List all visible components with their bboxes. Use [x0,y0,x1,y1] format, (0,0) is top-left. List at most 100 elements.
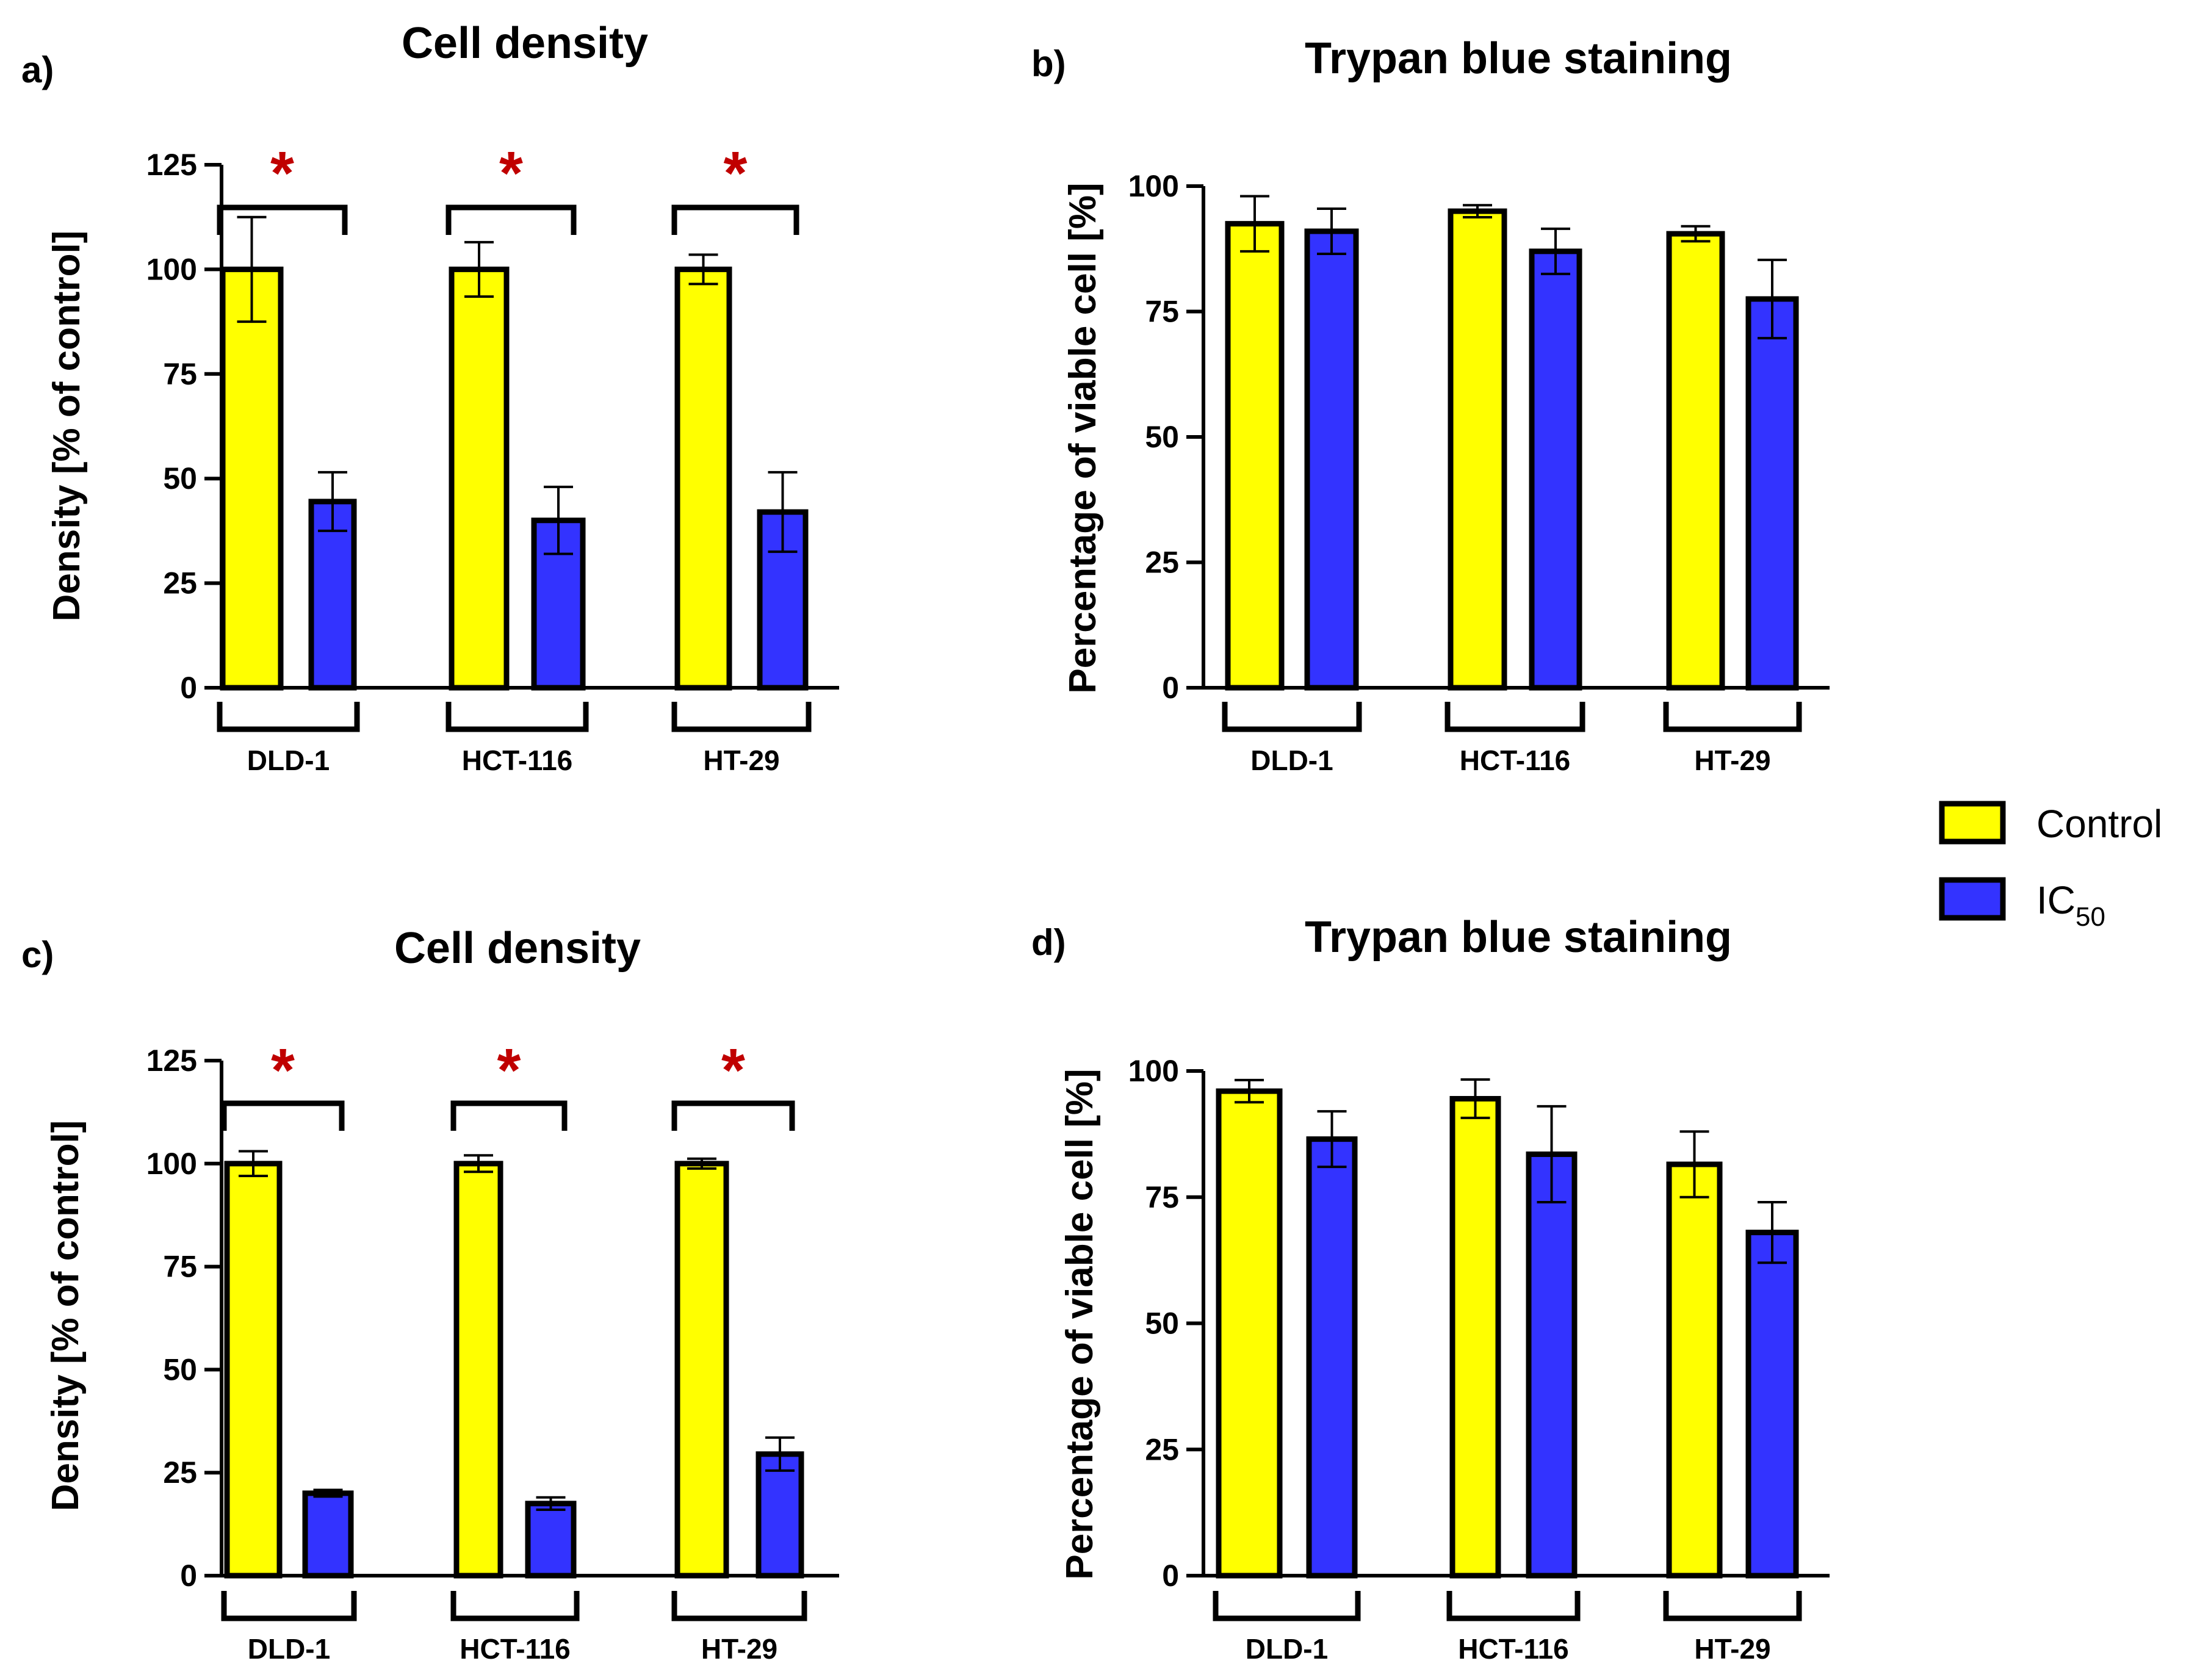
y-tick-label: 100 [1128,169,1179,203]
category-bracket [445,702,589,732]
y-tick-label: 50 [1145,420,1179,454]
category-bracket [1444,702,1585,732]
bar-control-dld-1 [1216,1088,1283,1579]
category-bracket [671,1591,807,1621]
bar-control-dld-1 [1225,221,1285,691]
category-bracket [221,1591,357,1621]
category-bracket [1222,702,1362,732]
legend-label-ic50-main: IC [2036,878,2076,922]
y-tick-label: 50 [1145,1307,1179,1341]
y-axis-label: Density [% of control] [45,1120,87,1512]
category-label: DLD-1 [1250,744,1333,776]
legend-swatch-ic50 [1939,877,2006,921]
significance-star: * [270,139,294,207]
legend-label-ic50-sub: 50 [2076,902,2105,932]
bar-ic50-ht-29 [756,1451,804,1579]
legend-label-ic50: IC50 [2036,878,2105,932]
chart-title: Trypan blue staining [1305,34,1732,83]
y-tick-label: 75 [1145,1180,1179,1214]
bar-control-hct-116 [449,266,510,691]
bar-control-dld-1 [220,266,284,691]
category-label: HT-29 [1694,744,1770,776]
chart-title: Cell density [402,19,648,68]
significance-bracket [671,204,799,235]
category-label: HT-29 [703,744,779,776]
y-tick-label: 125 [146,1044,197,1078]
y-tick-label: 0 [180,1559,197,1593]
significance-bracket [221,1100,345,1131]
bar-ic50-hct-116 [525,1501,577,1579]
bar-ic50-dld-1 [308,499,357,691]
significance-star: * [497,1036,521,1105]
category-label: HCT-116 [462,744,573,776]
y-tick-label: 25 [163,1455,197,1490]
bar-control-ht-29 [674,266,732,691]
bar-ic50-hct-116 [1529,248,1582,691]
bar-control-ht-29 [674,1161,729,1579]
legend-swatch-control [1939,801,2006,845]
category-label: HCT-116 [1460,744,1571,776]
bar-control-hct-116 [453,1161,503,1579]
category-label: HT-29 [701,1633,777,1665]
panel-letter: a) [21,49,54,90]
category-bracket [1446,1591,1581,1621]
significance-bracket [450,1100,568,1131]
y-tick-label: 125 [146,148,197,182]
charts-layer: a) Cell density Density [% of control] 0 25 5… [21,19,1830,1665]
y-tick-label: 100 [146,252,197,286]
bar-ic50-ht-29 [1745,296,1799,691]
y-tick-label: 75 [1145,295,1179,329]
significance-star: * [724,139,748,207]
legend: Control IC50 [1939,801,2162,932]
y-tick-label: 100 [146,1147,197,1181]
y-tick-label: 50 [163,1352,197,1386]
significance-star: * [721,1036,745,1105]
category-label: HT-29 [1694,1633,1770,1665]
chart-panel-3: c) Cell density Density [% of control] 0 25 5… [21,924,839,1665]
category-label: HCT-116 [460,1633,571,1665]
category-bracket [1663,702,1802,732]
y-tick-label: 25 [1145,546,1179,580]
chart-panel-4: d) Trypan blue staining Percentage of viab… [1031,913,1830,1665]
significance-star: * [271,1036,295,1105]
bar-control-hct-116 [1448,208,1507,691]
panel-letter: b) [1031,43,1066,84]
bar-ic50-hct-116 [531,517,586,691]
significance-bracket [217,204,348,235]
bar-ic50-dld-1 [1304,228,1359,691]
y-tick-label: 50 [163,461,197,496]
category-label: HCT-116 [1458,1633,1569,1665]
panel-letter: c) [21,934,54,975]
category-label: DLD-1 [248,1633,330,1665]
bar-ic50-ht-29 [1745,1230,1799,1579]
category-label: DLD-1 [1246,1633,1328,1665]
significance-bracket [671,1100,795,1131]
chart-title: Cell density [394,924,641,973]
significance-star: * [499,139,523,207]
panel-letter: d) [1031,922,1066,963]
bar-ic50-dld-1 [302,1490,354,1579]
significance-bracket [445,204,577,235]
category-bracket [217,702,360,732]
bar-control-hct-116 [1449,1095,1501,1579]
y-tick-label: 25 [1145,1432,1179,1466]
y-tick-label: 0 [1162,1559,1179,1593]
category-bracket [1663,1591,1802,1621]
y-tick-label: 75 [163,1250,197,1284]
y-tick-label: 100 [1128,1054,1179,1088]
legend-label-control: Control [2036,802,2162,846]
chart-panel-2: b) Trypan blue staining Percentage of viab… [1031,34,1830,776]
bar-control-dld-1 [224,1161,283,1579]
y-tick-label: 25 [163,566,197,600]
y-tick-label: 0 [1162,671,1179,705]
y-axis-label: Percentage of viable cell [%] [1062,182,1104,693]
bar-control-ht-29 [1666,231,1725,691]
category-label: DLD-1 [247,744,330,776]
category-bracket [450,1591,580,1621]
y-tick-label: 0 [180,671,197,705]
chart-title: Trypan blue staining [1305,913,1732,962]
category-bracket [1213,1591,1361,1621]
y-tick-label: 75 [163,357,197,391]
y-axis-label: Percentage of viable cell [%] [1059,1069,1101,1579]
